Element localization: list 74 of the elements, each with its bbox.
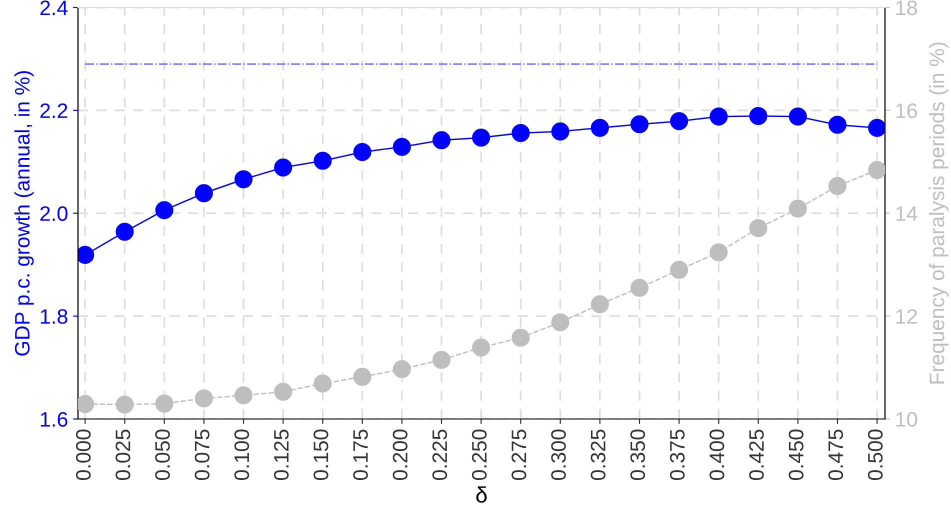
point <box>788 200 807 218</box>
point <box>590 295 609 314</box>
point <box>353 368 372 386</box>
point <box>551 313 570 332</box>
point <box>274 382 292 401</box>
point <box>749 107 768 126</box>
x-tick-label: 0.150 <box>314 430 328 480</box>
point <box>155 201 174 220</box>
point <box>432 350 451 369</box>
x-tick-label: 0.350 <box>630 430 646 480</box>
point <box>194 184 213 202</box>
y-tick-label: 1.8 <box>40 309 68 324</box>
point <box>314 152 332 170</box>
point <box>274 158 292 176</box>
y2-tick-label: 14 <box>896 206 918 221</box>
y-tick-label: 1.6 <box>40 412 68 427</box>
point <box>194 389 213 408</box>
point <box>828 116 847 134</box>
point <box>472 128 490 147</box>
x-tick-label: 0.200 <box>392 430 408 480</box>
point <box>868 118 885 137</box>
x-tick-label: 0.125 <box>274 430 289 480</box>
x-tick-label: 0.400 <box>710 430 724 480</box>
x-tick-label: 0.250 <box>472 430 487 480</box>
x-tick-label: 0.275 <box>512 430 526 480</box>
point <box>234 386 253 404</box>
x-tick-label: 0.075 <box>194 430 210 480</box>
point <box>116 396 134 414</box>
x-tick-label: 0.225 <box>432 430 448 480</box>
point <box>512 124 530 142</box>
y2-tick-label: 18 <box>896 0 917 16</box>
point <box>472 338 490 357</box>
y-tick-label: 2.4 <box>40 0 68 16</box>
x-tick-label: 0.375 <box>670 430 685 480</box>
point <box>828 176 847 196</box>
point <box>868 161 885 180</box>
y2-tick-label: 16 <box>896 103 917 118</box>
point <box>432 131 451 150</box>
x-tick-label: 0.475 <box>828 430 844 480</box>
point <box>314 374 332 393</box>
point <box>392 138 411 156</box>
x-tick-label: 0.175 <box>353 430 368 480</box>
x-tick-label: 0.100 <box>234 430 250 480</box>
x-tick-label: 0.450 <box>788 430 804 480</box>
point <box>551 122 570 140</box>
point <box>353 143 372 162</box>
point <box>116 222 134 241</box>
y-tick-label: 2.2 <box>40 103 68 118</box>
y-tick-label: 2.0 <box>40 206 68 222</box>
x-axis-title: δ <box>476 486 487 503</box>
point <box>749 219 768 238</box>
y-axis-title: GDP p.c. growth (annual, in %) <box>14 71 34 356</box>
x-tick-label: 0.000 <box>76 430 91 480</box>
point <box>155 394 174 413</box>
point <box>630 115 649 134</box>
point <box>710 108 728 126</box>
x-tick-label: 0.050 <box>155 430 170 480</box>
point <box>512 328 530 347</box>
point <box>788 108 807 126</box>
point <box>670 260 688 279</box>
point <box>670 112 688 130</box>
point <box>710 243 728 262</box>
point <box>392 360 411 378</box>
point <box>630 278 649 297</box>
x-tick-label: 0.025 <box>116 430 130 480</box>
y2-tick-label: 10 <box>896 412 918 427</box>
x-tick-label: 0.325 <box>590 430 606 480</box>
x-tick-label: 0.500 <box>868 430 883 480</box>
y2-tick-label: 12 <box>896 309 917 324</box>
point <box>590 118 609 137</box>
y2-axis-title: Frequency of paralysis periods (in %) <box>929 42 948 384</box>
x-tick-label: 0.425 <box>749 430 764 480</box>
x-tick-label: 0.300 <box>551 430 566 480</box>
point <box>234 170 253 188</box>
